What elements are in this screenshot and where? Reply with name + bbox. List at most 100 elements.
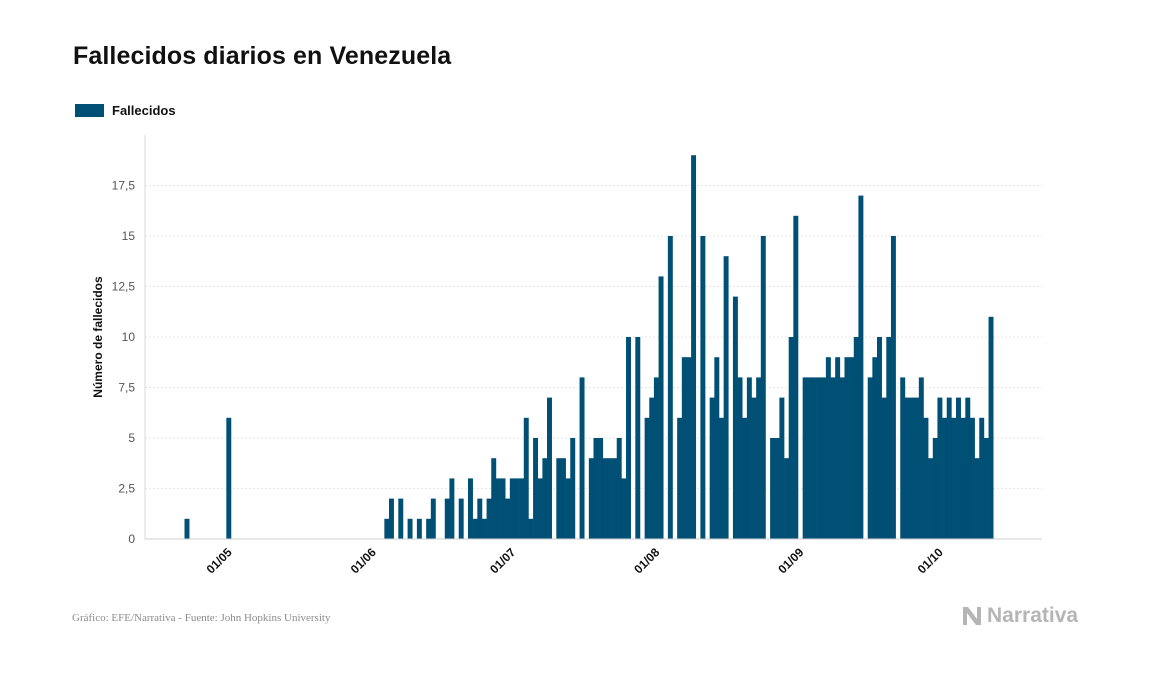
bar (974, 458, 980, 539)
bar (495, 478, 501, 539)
bar (686, 357, 692, 539)
bar (593, 438, 599, 539)
y-tick-label: 7,5 (118, 381, 135, 395)
bar (537, 478, 543, 539)
bar (867, 377, 873, 539)
bar (914, 397, 920, 539)
bar (956, 397, 961, 539)
bar (607, 458, 613, 539)
y-tick-label: 15 (122, 229, 136, 243)
bar (821, 377, 827, 539)
bar (588, 458, 594, 539)
bar (616, 438, 622, 539)
bar (951, 417, 957, 539)
bar (477, 498, 483, 539)
bar (579, 377, 585, 539)
bar (653, 377, 659, 539)
bar (969, 417, 975, 539)
bar (691, 155, 697, 539)
bar (426, 518, 432, 539)
chart-title: Fallecidos diarios en Venezuela (73, 42, 452, 70)
bar (626, 337, 631, 539)
y-tick-label: 2,5 (118, 482, 135, 496)
bar (491, 458, 497, 539)
bar (858, 195, 864, 539)
bar (788, 337, 794, 539)
y-tick-label: 10 (122, 330, 136, 344)
bar (681, 357, 687, 539)
legend: Fallecidos (75, 103, 176, 118)
bar (472, 518, 478, 539)
bar (900, 377, 906, 539)
bar (751, 397, 757, 539)
bar (700, 236, 706, 539)
bar (918, 377, 924, 539)
bar (853, 337, 859, 539)
bar (667, 236, 673, 539)
bar (732, 296, 738, 539)
bar (602, 458, 608, 539)
bar (398, 498, 404, 539)
bar (723, 256, 729, 539)
bar (658, 276, 664, 539)
source-note: Gráfico: EFE/Narrativa - Fuente: John Ho… (72, 612, 331, 624)
bar (556, 458, 562, 539)
brand-logo: Narrativa (963, 604, 1078, 628)
bar (816, 377, 822, 539)
bar (449, 478, 455, 539)
bar (849, 357, 855, 539)
x-tick-label: 01/10 (915, 545, 946, 576)
bar (909, 397, 915, 539)
x-tick-label: 01/05 (204, 545, 235, 576)
bar (928, 458, 934, 539)
x-tick-label: 01/06 (348, 545, 379, 576)
bar (923, 417, 929, 539)
bar (416, 518, 422, 539)
bar (932, 438, 938, 539)
bar (677, 417, 683, 539)
bar (621, 478, 627, 539)
bar (835, 357, 841, 539)
bar (960, 417, 966, 539)
bar (807, 377, 813, 539)
bar (839, 377, 845, 539)
bar (184, 518, 190, 539)
bar (830, 377, 836, 539)
bar (844, 357, 850, 539)
bar (872, 357, 878, 539)
bar (946, 397, 952, 539)
bar (505, 498, 511, 539)
bar (644, 417, 650, 539)
bar (560, 458, 566, 539)
legend-swatch (75, 104, 104, 117)
narrativa-logo-icon (963, 607, 981, 625)
bar (514, 478, 520, 539)
bar (612, 458, 618, 539)
bar (784, 458, 789, 539)
bar (389, 498, 394, 539)
bar (890, 236, 896, 539)
bar (988, 316, 994, 539)
y-tick-label: 12,5 (112, 280, 136, 294)
bar (547, 397, 552, 539)
legend-label: Fallecidos (112, 103, 176, 118)
bar (793, 215, 799, 540)
bar (486, 498, 492, 539)
bar (533, 438, 539, 539)
bar (802, 377, 808, 539)
bar (942, 417, 948, 539)
bar (635, 337, 641, 539)
bar (542, 458, 548, 539)
bar (904, 397, 910, 539)
x-tick-label: 01/07 (487, 545, 518, 576)
y-tick-label: 5 (128, 431, 135, 445)
y-tick-label: 0 (128, 532, 135, 546)
bar (718, 417, 724, 539)
x-tick-label: 01/09 (775, 545, 806, 576)
bar (881, 397, 887, 539)
bar (965, 397, 971, 539)
brand-name: Narrativa (987, 604, 1079, 627)
bar (811, 377, 817, 539)
bar (384, 518, 390, 539)
